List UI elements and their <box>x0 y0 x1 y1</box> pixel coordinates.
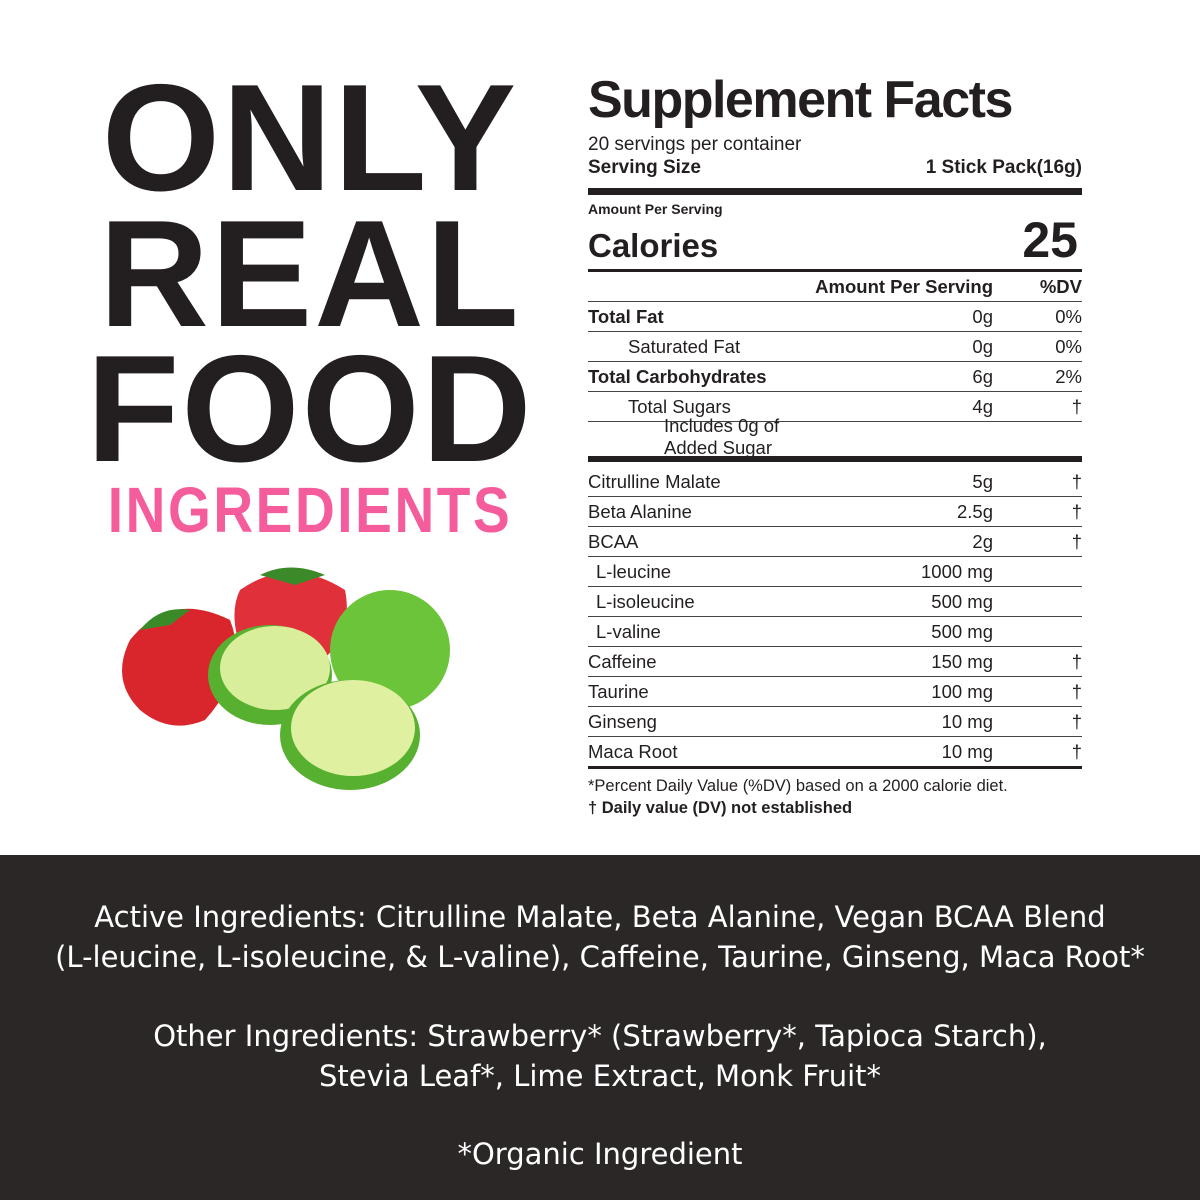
headline-food: FOOD <box>86 324 534 494</box>
organic-note: *Organic Ingredient <box>457 1137 743 1171</box>
col-dv: %DV <box>1039 275 1082 297</box>
calories-row: Calories 25 <box>588 212 1082 268</box>
strawberry-lime-image <box>122 567 450 790</box>
table-row: L-leucine 1000 mg <box>588 557 1082 587</box>
nutrient-dv: † <box>1071 500 1082 522</box>
divider <box>588 766 1082 769</box>
lime-icon <box>330 590 450 710</box>
nutrient-name: L-leucine <box>596 560 672 582</box>
nutrient-name: Beta Alanine <box>588 500 692 522</box>
supplement-facts-panel: Supplement Facts 20 servings per contain… <box>588 72 1082 819</box>
nutrient-dv: † <box>1071 680 1082 702</box>
table-row: Ginseng 10 mg † <box>588 707 1082 737</box>
table-row: Maca Root 10 mg † <box>588 737 1082 766</box>
table-row: Total Carbohydrates 6g 2% <box>588 362 1082 392</box>
facts-title: Supplement Facts <box>588 71 1013 129</box>
calories-label: Calories <box>588 227 719 264</box>
table-row: Saturated Fat 0g 0% <box>588 332 1082 362</box>
lime-half-icon <box>280 680 420 790</box>
nutrient-amount: 500 mg <box>931 590 993 612</box>
table-row: L-isoleucine 500 mg <box>588 587 1082 617</box>
nutrient-amount: 10 mg <box>941 740 993 762</box>
nutrient-amount: 5g <box>972 470 993 492</box>
nutrient-amount: 6g <box>972 365 993 387</box>
nutrient-dv: † <box>1071 710 1082 732</box>
nutrient-name: L-valine <box>596 620 661 642</box>
table-row: Citrulline Malate 5g † <box>588 467 1082 497</box>
active-ingredients-line2: (L-leucine, L-isoleucine, & L-valine), C… <box>55 940 1145 974</box>
nutrient-amount: 1000 mg <box>921 560 993 582</box>
col-amount: Amount Per Serving <box>815 275 993 297</box>
divider <box>588 188 1082 195</box>
ingredients-band: Active Ingredients: Citrulline Malate, B… <box>0 855 1200 1200</box>
footnote-dagger: † Daily value (DV) not established <box>588 799 853 817</box>
strawberry-icon <box>122 608 237 726</box>
nutrient-name: Total Fat <box>588 305 664 327</box>
amount-per-serving-label: Amount Per Serving <box>588 201 723 217</box>
nutrient-amount: 10 mg <box>941 710 993 732</box>
table-row: Taurine 100 mg † <box>588 677 1082 707</box>
active-ingredients-line1: Active Ingredients: Citrulline Malate, B… <box>94 900 1106 934</box>
headline-ingredients: INGREDIENTS <box>107 474 513 546</box>
table-row: BCAA 2g † <box>588 527 1082 557</box>
serving-size-label: Serving Size <box>588 157 701 178</box>
nutrient-name: Citrulline Malate <box>588 470 721 492</box>
divider <box>588 456 1082 462</box>
nutrient-amount: 100 mg <box>931 680 993 702</box>
nutrient-dv: † <box>1071 470 1082 492</box>
nutrient-amount: 500 mg <box>931 620 993 642</box>
nutrient-dv: 2% <box>1055 365 1082 387</box>
nutrient-name: Ginseng <box>588 710 657 732</box>
table-header: Amount Per Serving %DV <box>588 272 1082 302</box>
nutrient-name: Total Carbohydrates <box>588 365 767 387</box>
nutrient-name: Caffeine <box>588 650 657 672</box>
nutrient-name: L-isoleucine <box>596 590 695 612</box>
nutrient-dv: † <box>1071 740 1082 762</box>
nutrient-dv: 0% <box>1055 335 1082 357</box>
table-row: Caffeine 150 mg † <box>588 647 1082 677</box>
table-row: Beta Alanine 2.5g † <box>588 497 1082 527</box>
calories-value: 25 <box>1022 212 1078 268</box>
servings-per-container: 20 servings per container <box>588 134 802 155</box>
serving-size: Serving Size 1 Stick Pack(16g) <box>588 156 1082 180</box>
nutrient-name: BCAA <box>588 530 639 552</box>
nutrient-amount: 2g <box>972 530 993 552</box>
nutrient-amount: 0g <box>972 335 993 357</box>
nutrient-name: Includes 0g of Added Sugar <box>664 414 780 458</box>
nutrient-amount: 150 mg <box>931 650 993 672</box>
other-ingredients-line1: Other Ingredients: Strawberry* (Strawber… <box>153 1019 1047 1053</box>
serving-size-value: 1 Stick Pack(16g) <box>925 157 1082 178</box>
nutrient-amount: 2.5g <box>956 500 993 522</box>
table-row: Includes 0g of Added Sugar <box>588 415 1082 458</box>
nutrient-name: Total Sugars <box>628 395 731 417</box>
headline-real: REAL <box>99 189 521 359</box>
table-row: Total Fat 0g 0% <box>588 302 1082 332</box>
nutrient-dv: † <box>1071 395 1082 417</box>
nutrient-name: Maca Root <box>588 740 678 762</box>
nutrient-name: Saturated Fat <box>628 335 741 357</box>
nutrient-dv: † <box>1071 650 1082 672</box>
footnote-dv: *Percent Daily Value (%DV) based on a 20… <box>588 777 1008 795</box>
nutrient-name: Taurine <box>588 680 649 702</box>
table-row: L-valine 500 mg <box>588 617 1082 647</box>
nutrient-dv: 0% <box>1055 305 1082 327</box>
nutrient-amount: 0g <box>972 305 993 327</box>
table-row: Total Sugars 4g † <box>588 392 1082 422</box>
nutrient-amount: 4g <box>972 395 993 417</box>
divider <box>588 269 1082 272</box>
headline-only: ONLY <box>101 53 519 223</box>
nutrient-dv: † <box>1071 530 1082 552</box>
other-ingredients-line2: Stevia Leaf*, Lime Extract, Monk Fruit* <box>318 1059 882 1093</box>
